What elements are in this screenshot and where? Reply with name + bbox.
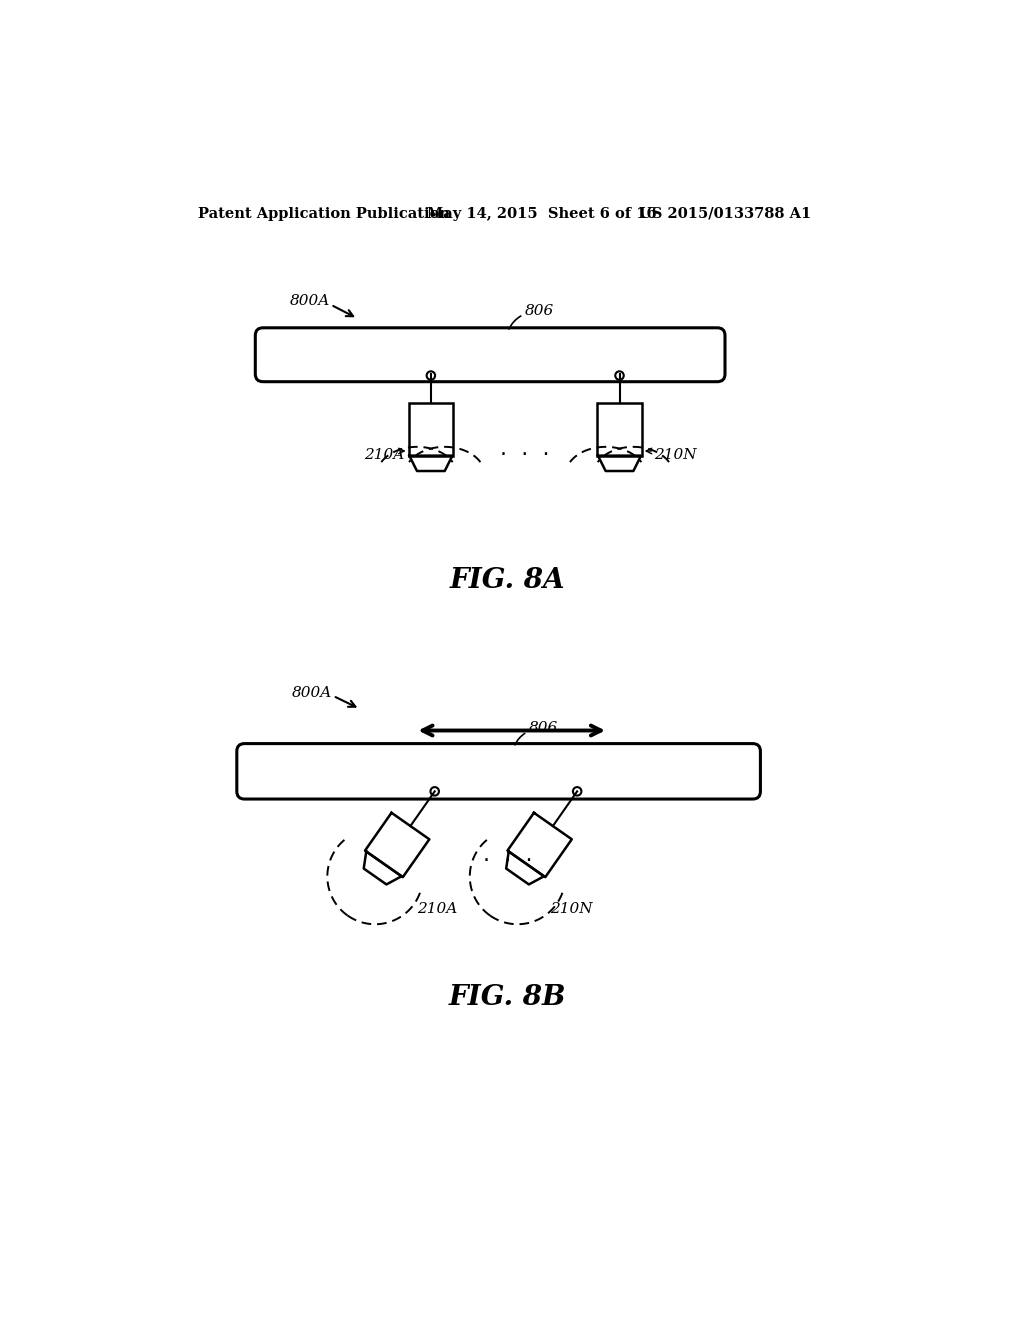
FancyBboxPatch shape — [255, 327, 725, 381]
Text: FIG. 8A: FIG. 8A — [451, 566, 565, 594]
Text: 800A: 800A — [290, 294, 330, 308]
Bar — [597, 404, 642, 455]
Polygon shape — [365, 813, 429, 876]
Text: 210A: 210A — [417, 902, 458, 916]
Text: US 2015/0133788 A1: US 2015/0133788 A1 — [639, 207, 811, 220]
Text: ·  ·  ·: · · · — [483, 850, 532, 871]
Polygon shape — [508, 813, 571, 876]
Text: 210A: 210A — [364, 447, 404, 462]
Text: 806: 806 — [528, 721, 558, 735]
Text: ·  ·  ·: · · · — [500, 445, 550, 465]
Bar — [409, 404, 454, 455]
Text: FIG. 8B: FIG. 8B — [450, 985, 566, 1011]
FancyBboxPatch shape — [237, 743, 761, 799]
Text: 806: 806 — [524, 304, 554, 318]
Text: 210N: 210N — [550, 902, 593, 916]
Text: May 14, 2015  Sheet 6 of 16: May 14, 2015 Sheet 6 of 16 — [427, 207, 656, 220]
Text: 210N: 210N — [654, 447, 696, 462]
Text: Patent Application Publication: Patent Application Publication — [199, 207, 451, 220]
Text: 800A: 800A — [292, 686, 333, 700]
